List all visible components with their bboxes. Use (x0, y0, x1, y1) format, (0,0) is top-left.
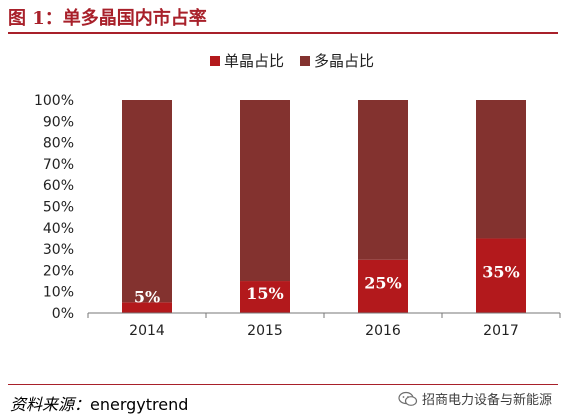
data-label: 15% (246, 284, 283, 303)
bar-segment-multi (122, 100, 172, 303)
y-tick-label: 60% (43, 178, 74, 194)
bar-segment-multi (240, 100, 290, 282)
y-tick-label: 80% (43, 136, 74, 152)
legend-swatch-multi (300, 55, 311, 66)
y-tick-label: 20% (43, 263, 74, 279)
watermark: 招商电力设备与新能源 (398, 389, 552, 408)
data-label: 35% (482, 263, 519, 282)
legend-item-multi: 多晶占比 (300, 50, 374, 71)
watermark-text: 招商电力设备与新能源 (421, 393, 552, 408)
wechat-icon (398, 391, 418, 406)
y-tick-label: 50% (43, 200, 74, 216)
bar-segment-multi (476, 100, 526, 239)
x-tick-label: 2014 (129, 323, 165, 339)
y-tick-label: 90% (43, 114, 74, 130)
source-value: energytrend (90, 395, 189, 414)
y-tick-label: 10% (43, 285, 74, 301)
bar-segment-mono (358, 259, 408, 313)
y-tick-label: 70% (43, 157, 74, 173)
x-axis: 2014 2015 2016 2017 (87, 312, 561, 339)
y-tick-label: 100% (34, 93, 74, 109)
bars-group: 5% 15% 25% 35% (122, 100, 526, 313)
data-label: 25% (364, 273, 401, 292)
source-label: 资料来源： (10, 395, 91, 414)
y-axis: 0% 10% 20% 30% 40% 50% 60% 70% 80% 90% 100% (34, 93, 74, 322)
legend-swatch-mono (210, 55, 220, 66)
y-tick-label: 30% (43, 242, 74, 258)
bar-segment-multi (358, 100, 408, 260)
title-rule (8, 32, 558, 34)
bar-segment-mono (240, 281, 290, 313)
legend-item-mono: 单晶占比 (210, 50, 284, 71)
x-tick-label: 2017 (483, 323, 519, 339)
x-tick-label: 2016 (365, 323, 401, 339)
bar-segment-mono (476, 238, 526, 313)
legend-label-multi: 多晶占比 (314, 52, 375, 70)
legend-label-mono: 单晶占比 (224, 52, 285, 70)
chart-legend: 单晶占比 多晶占比 (210, 50, 390, 71)
y-tick-label: 0% (52, 306, 74, 322)
footer-rule (8, 384, 558, 385)
figure-title: 图 1：单多晶国内市占率 (8, 8, 207, 29)
source-note: 资料来源：energytrend (10, 391, 188, 415)
x-tick-label: 2015 (247, 323, 283, 339)
bar-segment-mono (122, 302, 172, 313)
data-label: 5% (134, 287, 160, 306)
y-tick-label: 40% (43, 221, 74, 237)
